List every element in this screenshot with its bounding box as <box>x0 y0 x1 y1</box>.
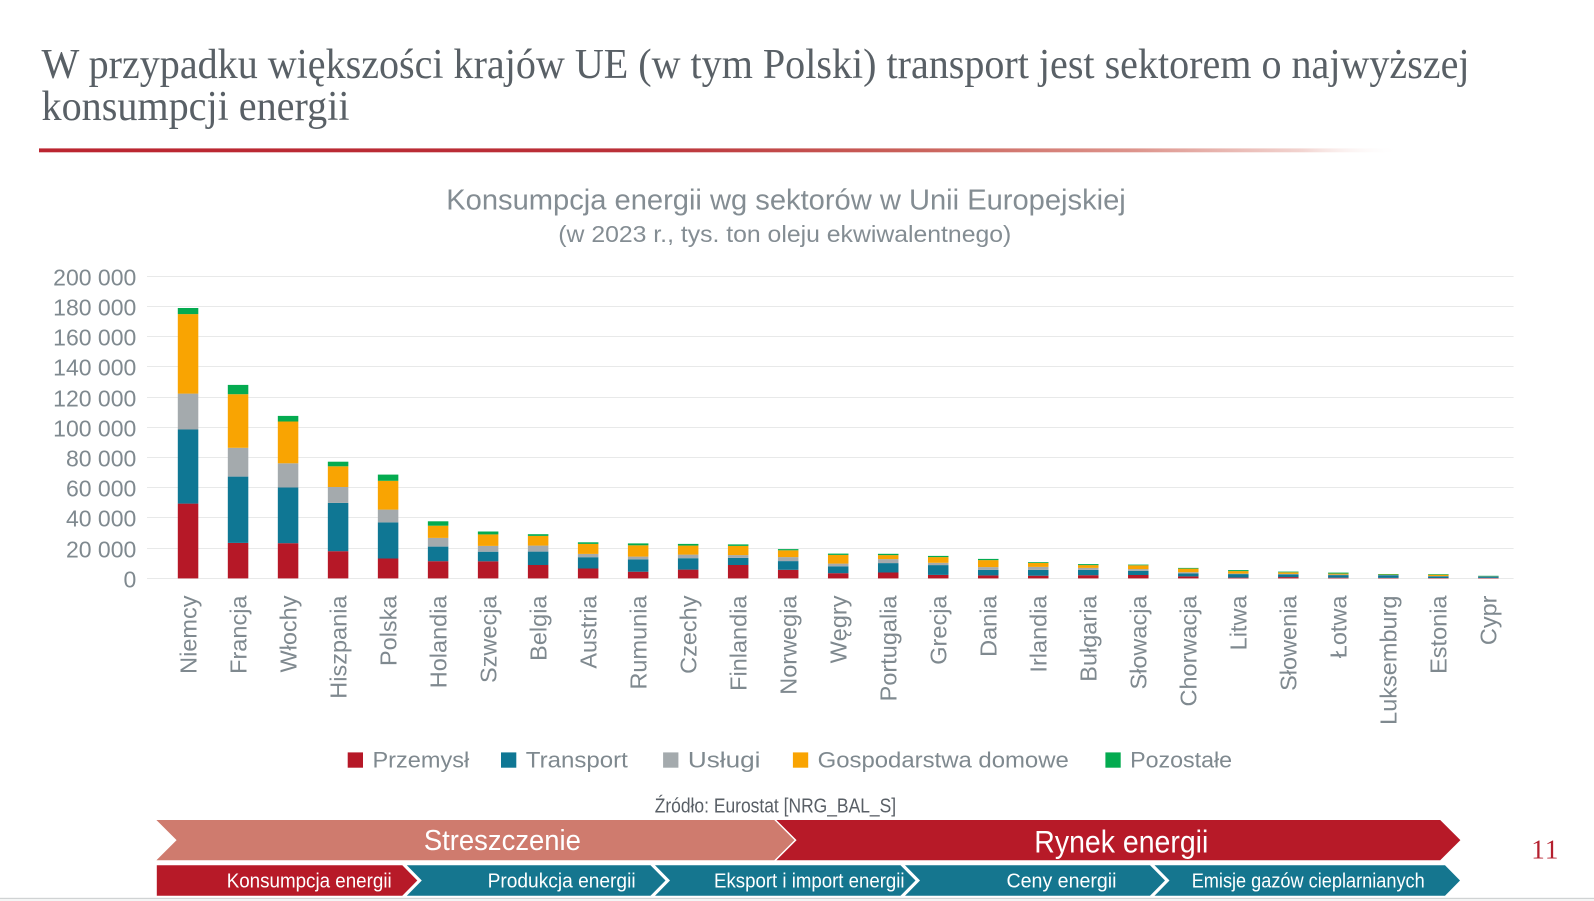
svg-text:Produkcja energii: Produkcja energii <box>488 869 636 892</box>
svg-text:Niemcy: Niemcy <box>175 595 201 674</box>
svg-text:Gospodarstwa domowe: Gospodarstwa domowe <box>818 748 1069 773</box>
svg-text:W przypadku większości krajów: W przypadku większości krajów UE (w tym … <box>42 42 1470 88</box>
svg-text:Francja: Francja <box>225 595 251 674</box>
svg-text:80 000: 80 000 <box>66 446 136 472</box>
svg-text:Czechy: Czechy <box>675 595 701 674</box>
svg-text:180 000: 180 000 <box>53 295 136 321</box>
svg-text:0: 0 <box>124 567 137 593</box>
svg-text:Usługi: Usługi <box>688 748 761 773</box>
svg-text:Litwa: Litwa <box>1226 595 1252 651</box>
svg-text:40 000: 40 000 <box>66 506 136 532</box>
svg-text:Chorwacja: Chorwacja <box>1175 595 1201 707</box>
svg-text:Bułgaria: Bułgaria <box>1075 595 1101 682</box>
svg-text:Dania: Dania <box>975 595 1001 657</box>
svg-text:Polska: Polska <box>375 595 401 666</box>
svg-text:Grecja: Grecja <box>925 595 951 665</box>
svg-text:Transport: Transport <box>526 748 628 773</box>
svg-text:Łotwa: Łotwa <box>1326 595 1352 659</box>
svg-text:Ceny energii: Ceny energii <box>1007 869 1117 892</box>
svg-text:Austria: Austria <box>575 595 601 669</box>
svg-text:140 000: 140 000 <box>53 355 136 381</box>
svg-text:Źródło: Eurostat [NRG_BAL_S]: Źródło: Eurostat [NRG_BAL_S] <box>655 795 896 818</box>
svg-text:Konsumpcja energii: Konsumpcja energii <box>227 869 392 892</box>
svg-text:60 000: 60 000 <box>66 476 136 502</box>
svg-text:Słowenia: Słowenia <box>1276 595 1302 691</box>
svg-text:Cypr: Cypr <box>1476 595 1502 645</box>
svg-text:Streszczenie: Streszczenie <box>424 825 581 857</box>
svg-text:Włochy: Włochy <box>275 595 301 672</box>
svg-text:(w 2023 r., tys. ton oleju ekw: (w 2023 r., tys. ton oleju ekwiwalentneg… <box>558 221 1011 247</box>
svg-text:Węgry: Węgry <box>825 595 851 663</box>
svg-text:Eksport i import energii: Eksport i import energii <box>714 869 905 892</box>
svg-text:11: 11 <box>1531 834 1559 864</box>
svg-text:Irlandia: Irlandia <box>1025 595 1051 673</box>
svg-text:Rynek energii: Rynek energii <box>1034 824 1208 860</box>
svg-text:Estonia: Estonia <box>1426 595 1452 674</box>
svg-text:Konsumpcja energii wg sektorów: Konsumpcja energii wg sektorów w Unii Eu… <box>446 185 1126 217</box>
svg-text:Przemysł: Przemysł <box>373 748 470 773</box>
svg-text:Norwegia: Norwegia <box>775 595 801 695</box>
svg-text:160 000: 160 000 <box>53 325 136 351</box>
svg-text:Holandia: Holandia <box>425 595 451 689</box>
svg-text:konsumpcji energii: konsumpcji energii <box>42 84 350 130</box>
svg-text:100 000: 100 000 <box>53 416 136 442</box>
svg-text:Rumunia: Rumunia <box>625 595 651 690</box>
svg-text:Finlandia: Finlandia <box>725 595 751 691</box>
svg-text:120 000: 120 000 <box>53 386 136 412</box>
svg-text:Luksemburg: Luksemburg <box>1376 596 1402 725</box>
svg-text:200 000: 200 000 <box>53 265 136 291</box>
svg-text:20 000: 20 000 <box>66 537 136 563</box>
svg-text:Słowacja: Słowacja <box>1125 595 1151 690</box>
svg-text:Portugalia: Portugalia <box>875 595 901 702</box>
svg-text:Belgia: Belgia <box>525 595 551 661</box>
svg-text:Szwecja: Szwecja <box>475 595 501 683</box>
svg-text:Hiszpania: Hiszpania <box>325 595 351 699</box>
svg-text:Emisje gazów cieplarnianych: Emisje gazów cieplarnianych <box>1192 869 1425 892</box>
svg-text:Pozostałe: Pozostałe <box>1130 748 1232 773</box>
